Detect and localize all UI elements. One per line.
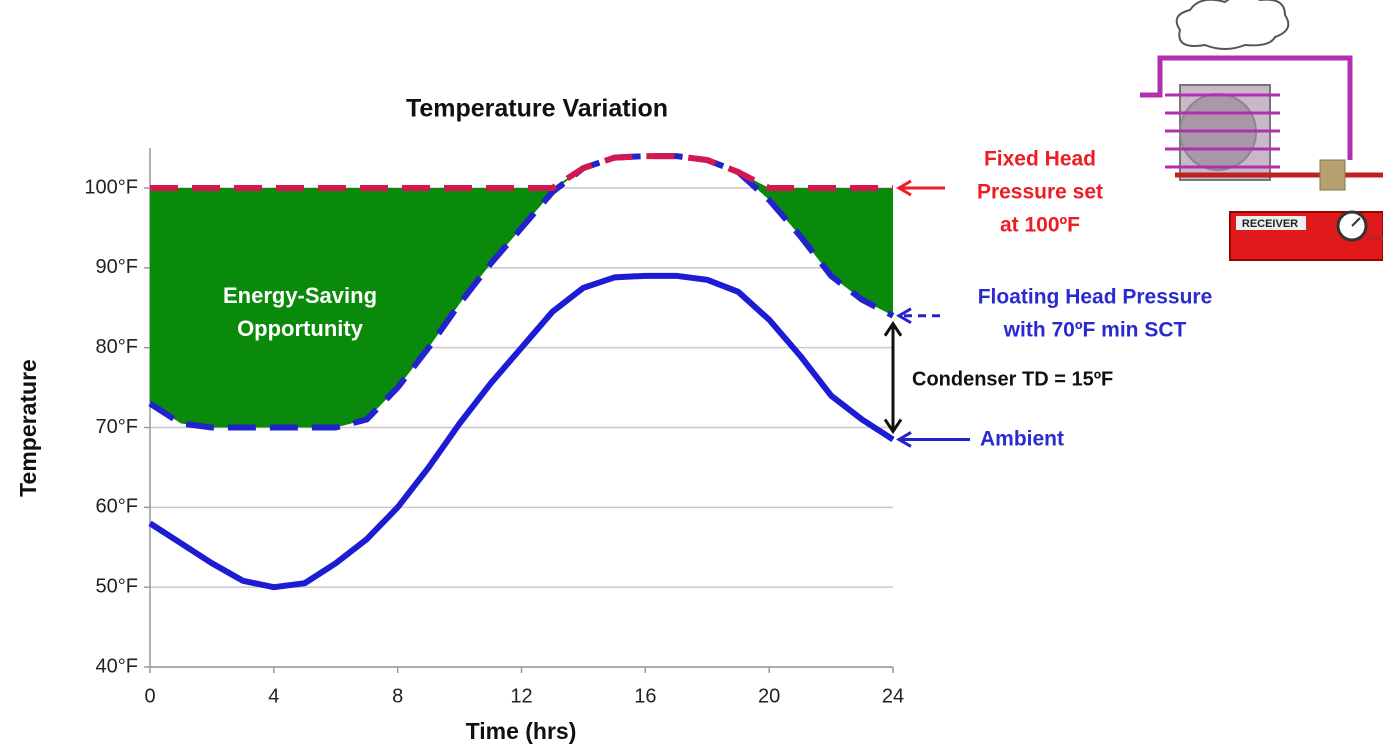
- legend-label: Pressure set: [977, 181, 1103, 204]
- x-tick-label: 4: [268, 685, 279, 707]
- x-tick-label: 24: [882, 685, 904, 707]
- td-label: Condenser TD = 15ºF: [912, 368, 1113, 390]
- x-tick-label: 8: [392, 685, 403, 707]
- y-tick-label: 70°F: [96, 416, 138, 438]
- savings-label: Opportunity: [237, 316, 364, 341]
- legend-label: Ambient: [980, 428, 1064, 451]
- chart: RECEIVER Temperature Variation Time (hrs…: [0, 0, 1383, 751]
- y-tick-label: 60°F: [96, 496, 138, 518]
- x-tick-label: 16: [634, 685, 656, 707]
- x-axis-title: Time (hrs): [466, 718, 577, 744]
- series-line: [150, 156, 893, 188]
- y-axis-title: Temperature: [15, 359, 41, 497]
- legend-label: with 70ºF min SCT: [1003, 319, 1187, 342]
- y-tick-label: 90°F: [96, 256, 138, 278]
- legend-label: Fixed Head: [984, 148, 1096, 171]
- y-tick-label: 100°F: [84, 176, 138, 198]
- system-diagram: RECEIVER: [1140, 0, 1383, 260]
- x-tick-label: 0: [144, 685, 155, 707]
- legend-label: Floating Head Pressure: [978, 286, 1213, 309]
- savings-label: Energy-Saving: [223, 283, 377, 308]
- y-tick-label: 40°F: [96, 655, 138, 677]
- chart-title: Temperature Variation: [406, 95, 668, 123]
- y-tick-label: 50°F: [96, 575, 138, 597]
- y-tick-label: 80°F: [96, 336, 138, 358]
- x-tick-label: 12: [510, 685, 532, 707]
- receiver-label: RECEIVER: [1242, 218, 1298, 230]
- legend-label: at 100ºF: [1000, 214, 1080, 237]
- x-tick-label: 20: [758, 685, 780, 707]
